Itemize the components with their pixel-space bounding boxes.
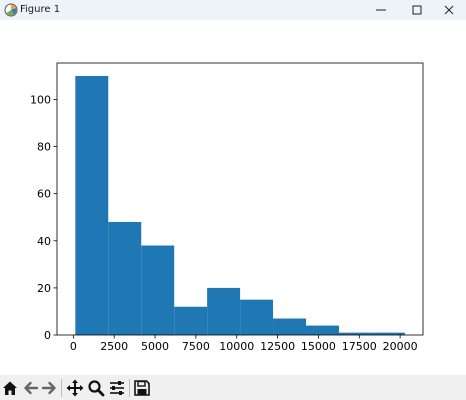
y-tick-label: 60: [37, 188, 51, 201]
x-tick-label: 0: [70, 340, 77, 353]
forward-icon: [41, 381, 56, 395]
zoom-button[interactable]: [87, 379, 105, 397]
x-tick-label: 5000: [141, 340, 169, 353]
y-tick-label: 20: [37, 282, 51, 295]
toolbar-separator: [129, 379, 130, 397]
x-tick-label: 12500: [260, 340, 295, 353]
home-button[interactable]: [1, 379, 19, 397]
navigation-toolbar: [0, 375, 466, 400]
toolbar-separator: [61, 379, 62, 397]
pan-icon: [66, 379, 84, 397]
close-button[interactable]: [432, 0, 466, 20]
close-icon: [444, 5, 454, 15]
x-tick-label: 20000: [383, 340, 418, 353]
home-icon: [3, 381, 17, 395]
y-tick-label: 40: [37, 235, 51, 248]
histogram-bar: [273, 318, 307, 335]
histogram-bar: [371, 332, 405, 335]
configure-subplots-button[interactable]: [108, 379, 126, 397]
y-tick-label: 0: [44, 329, 51, 342]
zoom-icon: [88, 380, 105, 397]
title-bar: Figure 1: [0, 0, 466, 20]
back-icon: [24, 381, 39, 395]
minimize-icon: [376, 9, 386, 11]
x-tick-label: 7500: [182, 340, 210, 353]
pan-button[interactable]: [66, 379, 84, 397]
minimize-button[interactable]: [364, 0, 398, 20]
histogram-bar: [141, 245, 175, 335]
x-tick-label: 2500: [100, 340, 128, 353]
save-button[interactable]: [133, 379, 151, 397]
histogram-bar: [174, 306, 208, 335]
histogram-bar: [306, 325, 339, 335]
x-tick-label: 10000: [219, 340, 254, 353]
histogram-bar: [338, 332, 372, 335]
figure-canvas[interactable]: 0 2500 5000 7500 10000 12500 15000 17500 20000 0 2…: [0, 20, 466, 372]
matplotlib-logo-icon: [4, 3, 18, 17]
histogram-bar: [207, 287, 241, 335]
x-tick-label: 15000: [301, 340, 336, 353]
back-button[interactable]: [22, 379, 40, 397]
y-tick-label: 80: [37, 141, 51, 154]
axes-frame: [56, 62, 424, 336]
y-tick-label: 100: [30, 94, 51, 107]
configure-subplots-icon: [110, 381, 124, 395]
save-icon: [134, 380, 150, 396]
histogram-bar: [108, 221, 142, 335]
histogram-chart: 0 2500 5000 7500 10000 12500 15000 17500 20000 0 2…: [30, 62, 424, 353]
histogram-bar: [75, 75, 109, 335]
forward-button[interactable]: [40, 379, 58, 397]
maximize-button[interactable]: [400, 0, 434, 20]
histogram-bar: [240, 299, 274, 335]
window-title: Figure 1: [20, 4, 61, 15]
maximize-icon: [412, 5, 422, 15]
x-tick-label: 17500: [342, 340, 377, 353]
